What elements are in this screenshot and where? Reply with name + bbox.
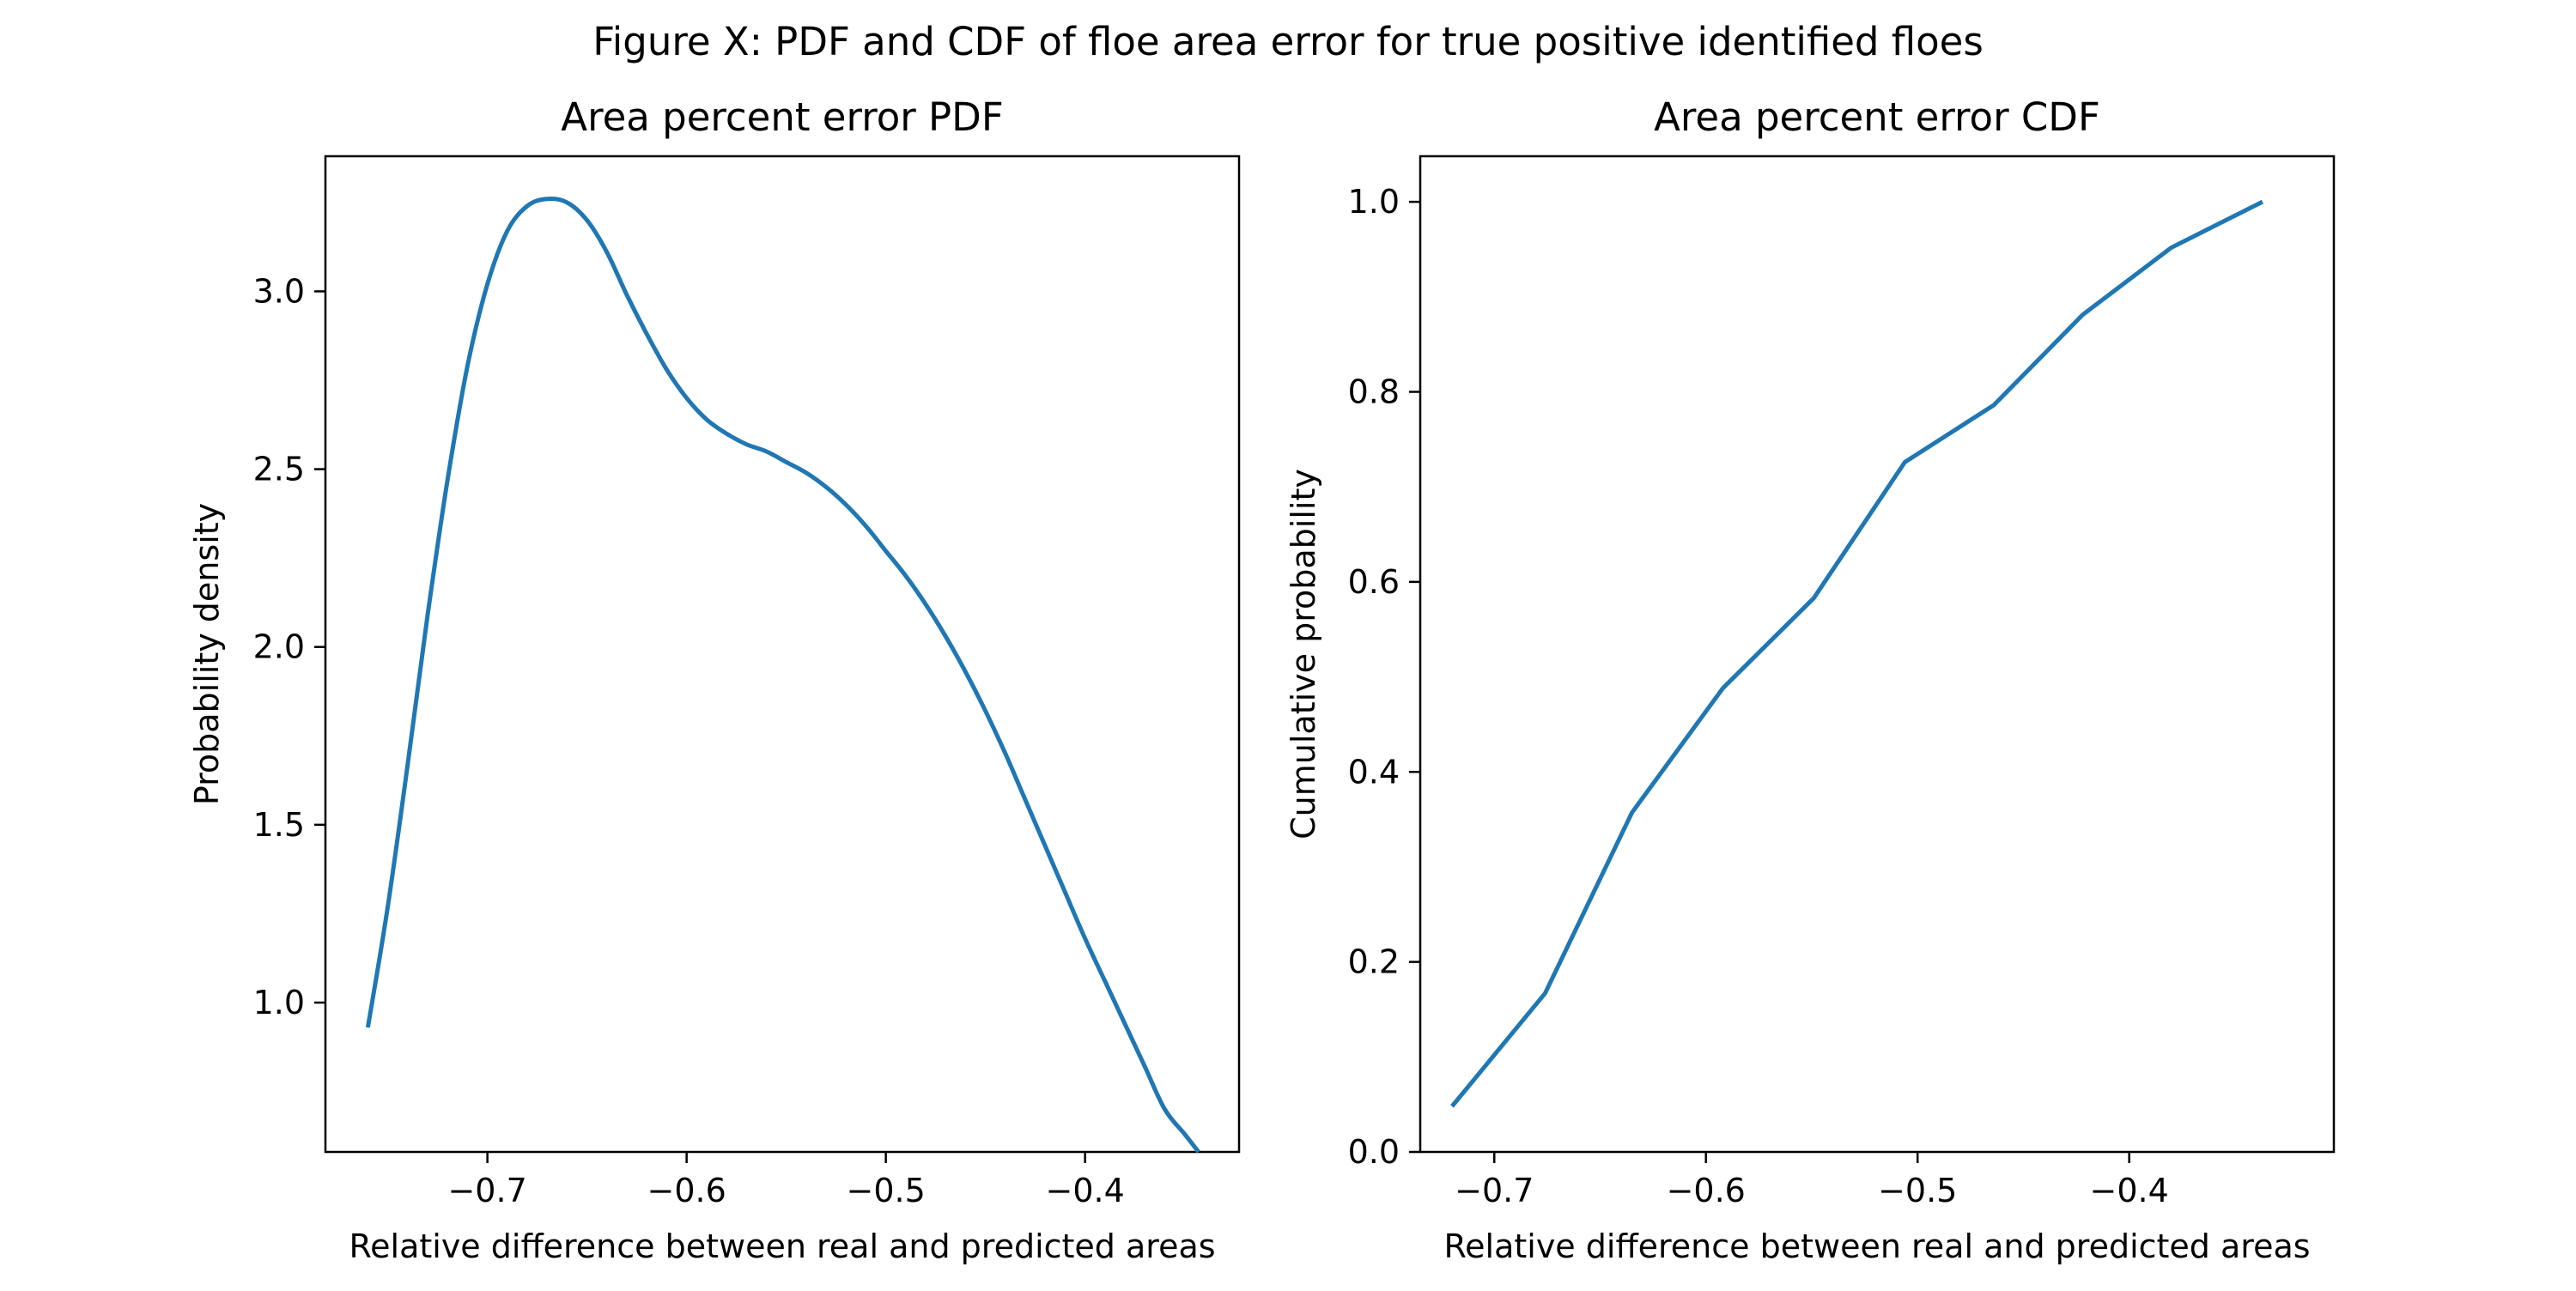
pdf-ticks: −0.7 −0.6 −0.5 −0.4 1.0 1.5 2.0 2.5 3.0 [253, 272, 1125, 1209]
cdf-x-tick-label: −0.4 [2090, 1172, 2169, 1209]
cdf-x-tick-label: −0.6 [1667, 1172, 1746, 1209]
cdf-x-tick-label: −0.7 [1455, 1172, 1534, 1209]
cdf-series-line [1450, 199, 2264, 1108]
pdf-y-tick-label: 1.0 [253, 984, 305, 1021]
pdf-x-axis-label: Relative difference between real and pre… [349, 1227, 1215, 1265]
cdf-plot-title: Area percent error CDF [1654, 94, 2100, 140]
cdf-ticks: −0.7 −0.6 −0.5 −0.4 0.0 0.2 0.4 0.6 0.8 1.0 [1348, 183, 2169, 1209]
cdf-y-tick-label: 0.6 [1348, 563, 1400, 601]
cdf-y-tick-label: 0.0 [1348, 1133, 1400, 1171]
pdf-x-tick-label: −0.7 [447, 1172, 526, 1209]
cdf-y-tick-label: 1.0 [1348, 183, 1400, 221]
pdf-y-tick-label: 3.0 [253, 272, 305, 310]
pdf-plot-frame [324, 155, 1241, 1154]
pdf-y-axis-label: Probability density [188, 503, 226, 805]
pdf-y-tick-label: 2.5 [253, 451, 305, 488]
pdf-y-tick-label: 1.5 [253, 806, 305, 844]
pdf-series-line [365, 196, 1200, 1154]
cdf-y-tick-label: 0.4 [1348, 753, 1400, 791]
cdf-x-axis-label: Relative difference between real and pre… [1443, 1227, 2310, 1265]
cdf-plot-frame [1419, 155, 2336, 1154]
pdf-x-tick-label: −0.5 [847, 1172, 926, 1209]
pdf-panel: Area percent error PDF −0.7 −0.6 −0.5 −0.4 1… [188, 94, 1241, 1265]
pdf-plot-title: Area percent error PDF [561, 94, 1003, 140]
cdf-y-tick-label: 0.2 [1348, 943, 1400, 981]
figure-title: Figure X: PDF and CDF of floe area error… [592, 19, 1984, 64]
cdf-y-axis-label: Cumulative probability [1285, 469, 1322, 839]
pdf-y-tick-label: 2.0 [253, 628, 305, 666]
cdf-panel: Area percent error CDF −0.7 −0.6 −0.5 −0.4 0… [1285, 94, 2336, 1265]
pdf-x-tick-label: −0.4 [1046, 1172, 1125, 1209]
pdf-x-tick-label: −0.6 [647, 1172, 726, 1209]
cdf-x-tick-label: −0.5 [1878, 1172, 1957, 1209]
cdf-y-tick-label: 0.8 [1348, 373, 1400, 411]
